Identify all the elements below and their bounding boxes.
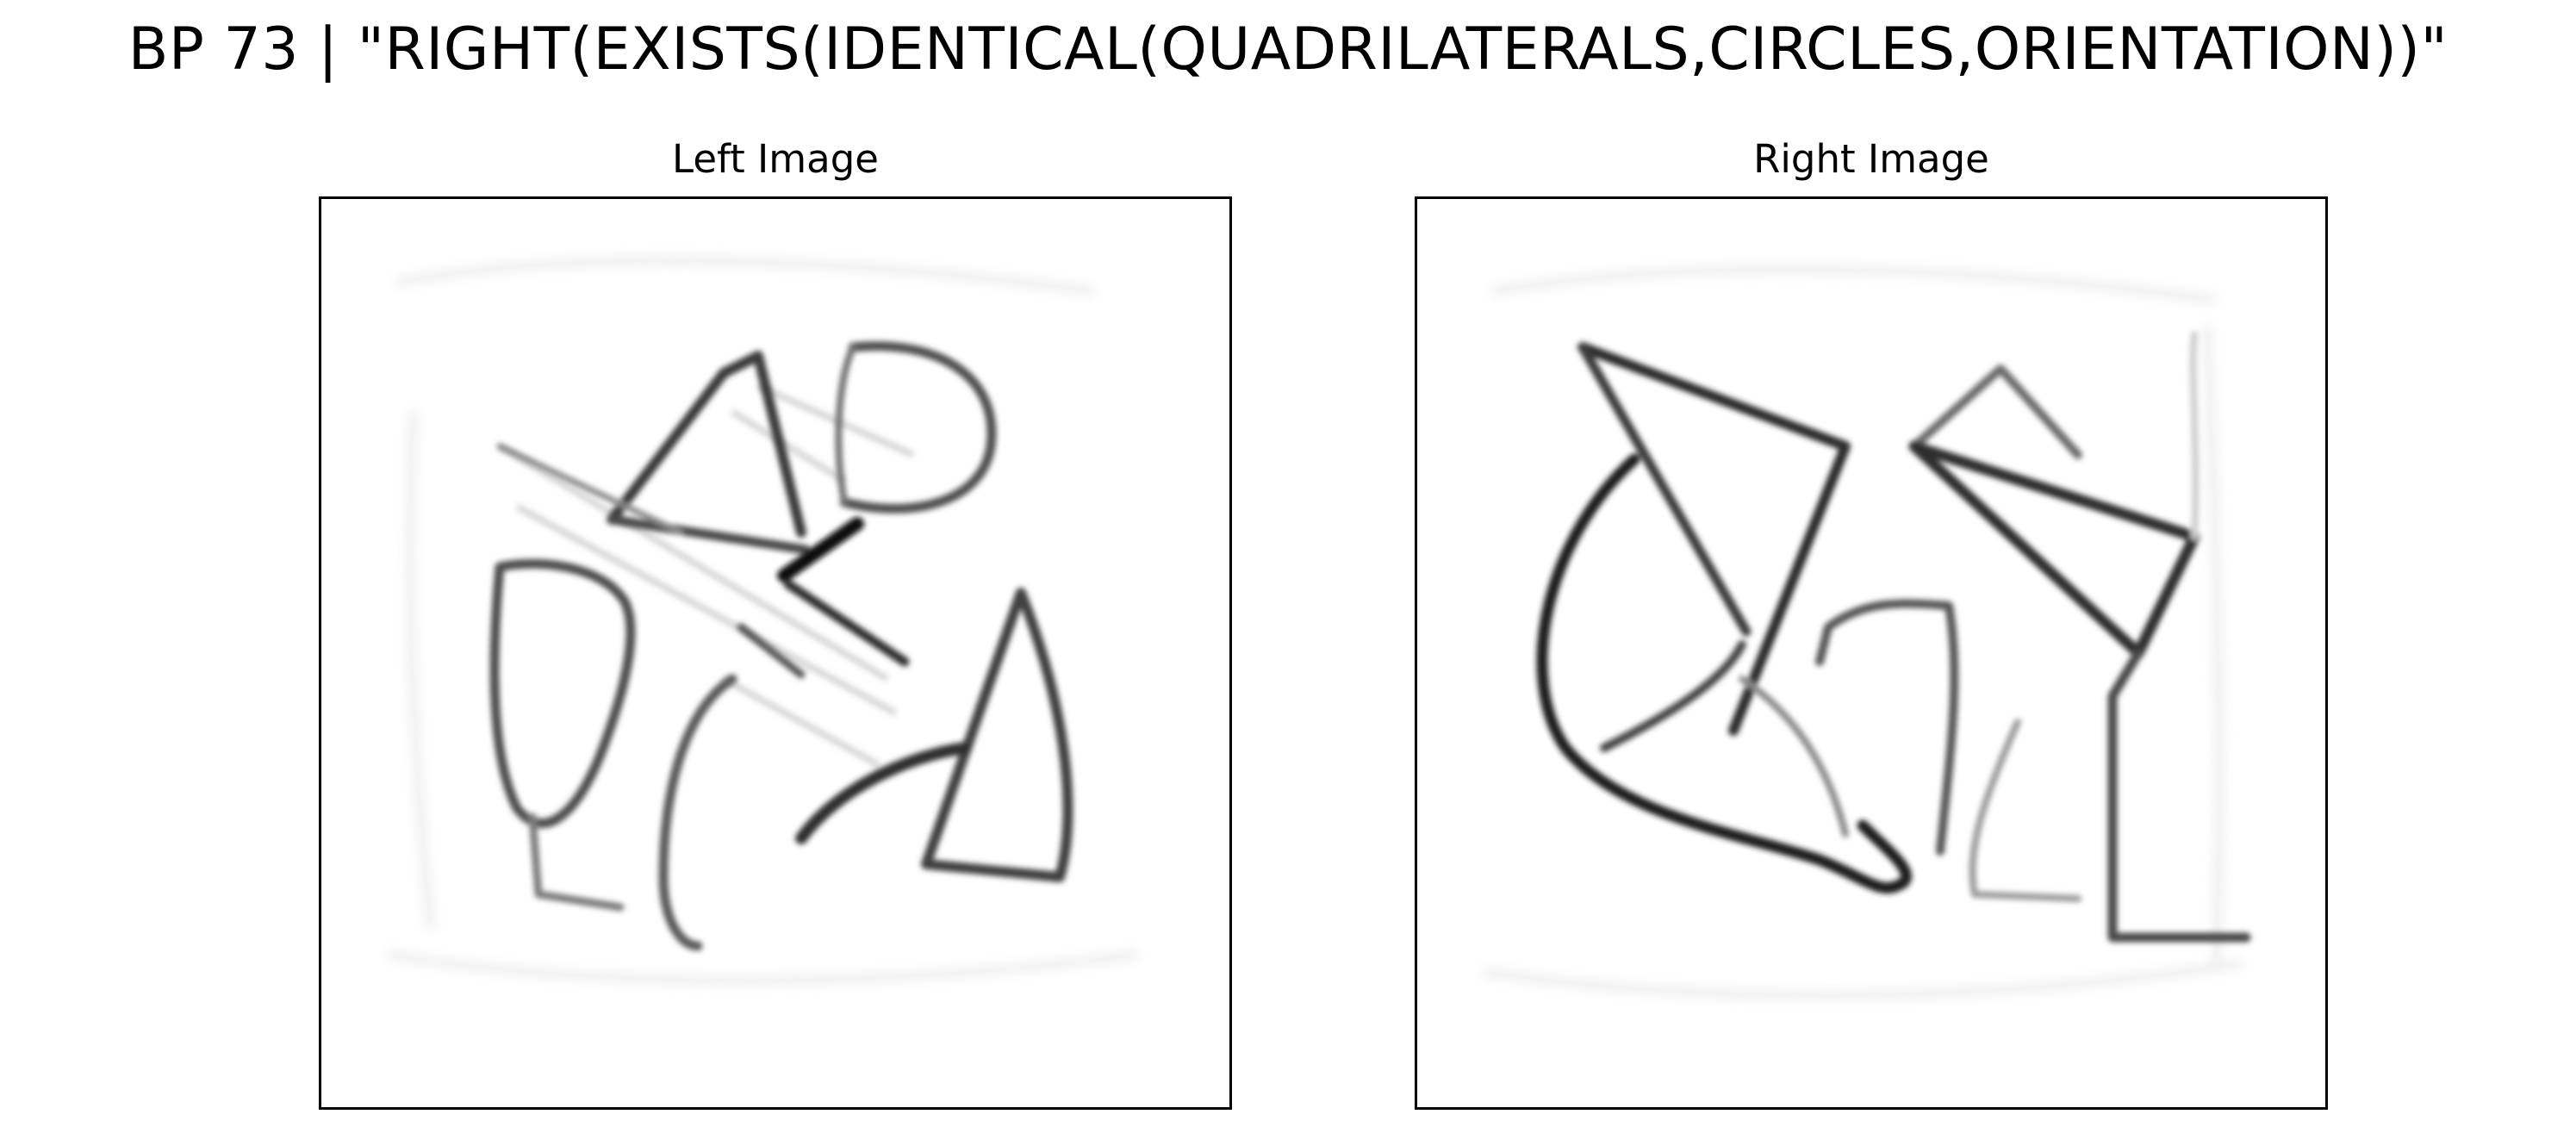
right-panel-title: Right Image	[1753, 136, 1989, 182]
figure-title: BP 73 | "RIGHT(EXISTS(IDENTICAL(QUADRILA…	[128, 16, 2448, 84]
right-sketch	[1483, 265, 2251, 1000]
left-image-frame	[319, 196, 1232, 1110]
right-image-frame	[1415, 196, 2328, 1110]
left-panel-title: Left Image	[672, 136, 879, 182]
left-sketch	[387, 256, 1138, 985]
